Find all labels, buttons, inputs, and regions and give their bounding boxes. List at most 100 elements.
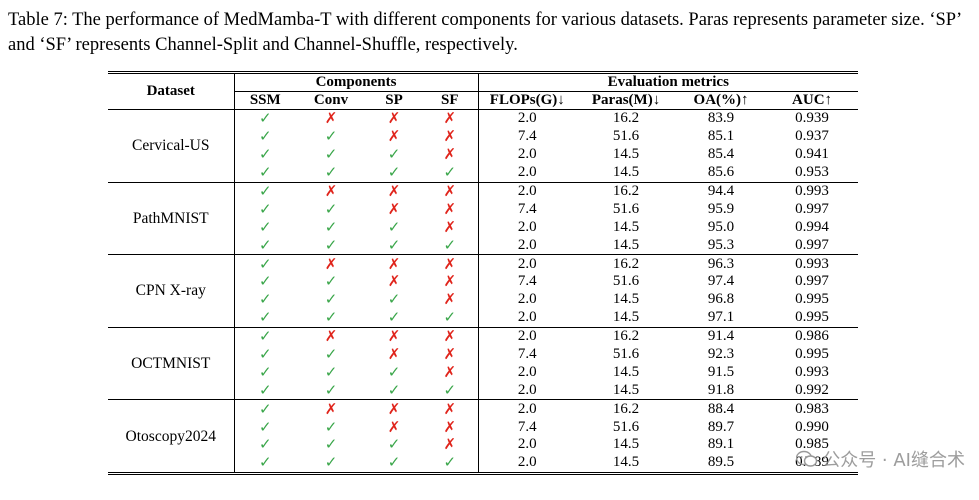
sf-check-icon: ✓ bbox=[422, 309, 479, 328]
dataset-name: Cervical-US bbox=[108, 109, 235, 183]
sf-check-icon: ✓ bbox=[422, 163, 479, 183]
flops-value: 2.0 bbox=[478, 254, 577, 274]
sf-cross-icon: ✗ bbox=[422, 436, 479, 454]
flops-value: 7.4 bbox=[517, 418, 537, 435]
sp-check-icon: ✓ bbox=[387, 163, 401, 182]
header-oa: OA(%)↑ bbox=[676, 91, 767, 110]
table-row: ✓ ✓ ✓ ✓ 2.0 14.5 91.8 0.992 bbox=[108, 380, 858, 400]
table-row: ✓✓✓✓2.014.589.50.989 bbox=[108, 453, 859, 475]
paras-value: 14.5 bbox=[612, 381, 640, 398]
paras-value: 51.6 bbox=[612, 346, 640, 363]
sf-cross-icon: ✗ bbox=[422, 363, 479, 382]
auc-value: 0.937 bbox=[795, 128, 829, 145]
ssm-check-icon: ✓ bbox=[234, 181, 296, 201]
table-caption: Table 7: The performance of MedMamba-T w… bbox=[8, 10, 961, 55]
auc-value: 0.995 bbox=[795, 346, 829, 363]
sp-cross-icon: ✗ bbox=[366, 399, 422, 419]
auc-value: 0.995 bbox=[795, 309, 829, 326]
ssm-check-icon: ✓ bbox=[258, 272, 272, 291]
sp-check-icon: ✓ bbox=[387, 435, 401, 454]
header-conv: Conv bbox=[296, 91, 366, 110]
table-row: ✓ ✓ ✗ ✗ 7.4 51.6 97.4 0.997 bbox=[108, 273, 858, 291]
sp-check-icon: ✓ bbox=[387, 380, 401, 399]
paras-value: 16.2 bbox=[576, 399, 677, 419]
oa-value: 85.1 bbox=[707, 128, 735, 145]
table-row: ✓ ✓ ✗ ✗ 7.4 51.6 89.7 0.990 bbox=[108, 417, 858, 437]
sf-cross-icon: ✗ bbox=[422, 200, 479, 219]
ssm-check-icon: ✓ bbox=[258, 417, 272, 436]
paras-value: 16.2 bbox=[576, 254, 677, 274]
table-row: OCTMNIST ✓ ✗ ✗ ✗ 2.0 16.2 91.4 0.986 bbox=[108, 326, 859, 400]
sf-cross-icon: ✗ bbox=[422, 218, 479, 237]
conv-cross-icon: ✗ bbox=[296, 326, 366, 346]
table-row: ✓ ✓ ✓ ✗ 2.0 14.5 91.5 0.993 bbox=[108, 363, 858, 382]
conv-cross-icon: ✗ bbox=[296, 254, 366, 274]
ssm-check-icon: ✓ bbox=[234, 326, 296, 346]
conv-check-icon: ✓ bbox=[324, 345, 338, 364]
conv-cross-icon: ✗ bbox=[296, 399, 366, 419]
ssm-check-icon: ✓ bbox=[258, 290, 272, 309]
flops-value: 2.0 bbox=[517, 291, 537, 308]
sf-cross-icon: ✗ bbox=[422, 291, 479, 309]
header-dataset: Dataset bbox=[108, 71, 235, 110]
flops-value: 2.0 bbox=[517, 146, 537, 163]
sf-cross-icon: ✗ bbox=[422, 399, 479, 419]
paras-value: 51.6 bbox=[612, 200, 640, 217]
table-row: Otoscopy2024 ✓ ✗ ✗ ✗ 2.0 16.2 88.4 0.983 bbox=[108, 399, 859, 475]
conv-check-icon: ✓ bbox=[324, 163, 338, 182]
auc-value: 0.983 bbox=[766, 399, 859, 419]
table-row: ✓ ✓ ✓ ✗ 2.0 14.5 89.1 0.985 bbox=[108, 436, 858, 454]
conv-check-icon: ✓ bbox=[324, 417, 338, 436]
auc-value: 0.990 bbox=[795, 418, 829, 435]
conv-check-icon: ✓ bbox=[296, 454, 366, 475]
header-ssm: SSM bbox=[234, 91, 296, 110]
header-sf: SF bbox=[422, 91, 479, 110]
table-row: ✓ ✓ ✗ ✗ 7.4 51.6 85.1 0.937 bbox=[108, 128, 858, 146]
paras-value: 16.2 bbox=[612, 110, 640, 127]
conv-check-icon: ✓ bbox=[324, 435, 338, 454]
dataset-name: OCTMNIST bbox=[108, 326, 235, 400]
sp-cross-icon: ✗ bbox=[387, 417, 401, 436]
oa-value: 85.6 bbox=[707, 164, 735, 181]
table-row: ✓ ✓ ✓ ✓ 2.0 14.5 97.1 0.995 bbox=[108, 309, 858, 328]
auc-value: 0.953 bbox=[795, 164, 829, 181]
paras-value: 14.5 bbox=[612, 436, 640, 453]
table-row: PathMNIST ✓ ✗ ✗ ✗ 2.0 16.2 94.4 0.993 bbox=[108, 181, 859, 255]
oa-value: 89.5 bbox=[676, 453, 767, 475]
auc-value: 0.986 bbox=[766, 326, 859, 346]
sp-cross-icon: ✗ bbox=[387, 109, 401, 128]
flops-value: 7.4 bbox=[517, 273, 537, 290]
oa-value: 88.4 bbox=[676, 399, 767, 419]
sf-cross-icon: ✗ bbox=[422, 254, 479, 274]
auc-value: 0.993 bbox=[795, 363, 829, 380]
flops-value: 2.0 bbox=[478, 399, 577, 419]
sp-cross-icon: ✗ bbox=[387, 199, 401, 218]
table-row: ✓ ✓ ✓ ✗ 2.0 14.5 85.4 0.941 bbox=[108, 146, 858, 164]
conv-check-icon: ✓ bbox=[324, 290, 338, 309]
oa-value: 95.9 bbox=[707, 200, 735, 217]
table-row: ✓ ✓ ✓ ✗ 2.0 14.5 96.8 0.995 bbox=[108, 291, 858, 309]
paras-value: 14.5 bbox=[612, 146, 640, 163]
dataset-name: Otoscopy2024 bbox=[108, 399, 235, 475]
ssm-check-icon: ✓ bbox=[258, 145, 272, 164]
table-row: Cervical-US ✓ ✗ ✗ ✗ 2.0 16.2 83.9 0.939 bbox=[108, 109, 858, 183]
paras-value: 14.5 bbox=[612, 309, 640, 326]
sf-cross-icon: ✗ bbox=[422, 273, 479, 291]
sf-cross-icon: ✗ bbox=[422, 128, 479, 146]
conv-cross-icon: ✗ bbox=[324, 109, 338, 128]
flops-value: 2.0 bbox=[478, 326, 577, 346]
oa-value: 89.1 bbox=[707, 436, 735, 453]
ssm-check-icon: ✓ bbox=[258, 217, 272, 236]
auc-value: 0.997 bbox=[795, 200, 829, 217]
oa-value: 85.4 bbox=[707, 146, 735, 163]
dataset-name: CPN X-ray bbox=[108, 254, 235, 328]
auc-value: 0.939 bbox=[795, 110, 829, 127]
oa-value: 83.9 bbox=[707, 110, 735, 127]
flops-value: 7.4 bbox=[517, 128, 537, 145]
auc-value: 0.995 bbox=[795, 291, 829, 308]
conv-check-icon: ✓ bbox=[324, 145, 338, 164]
sp-cross-icon: ✗ bbox=[387, 272, 401, 291]
paras-value: 14.5 bbox=[612, 164, 640, 181]
flops-value: 2.0 bbox=[517, 363, 537, 380]
wechat-icon bbox=[796, 450, 818, 473]
